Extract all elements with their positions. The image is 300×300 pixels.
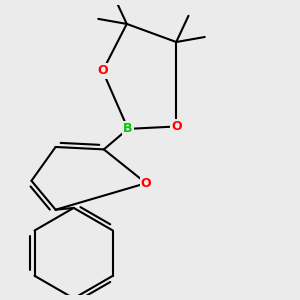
Text: O: O [171,120,181,133]
Text: B: B [123,122,133,135]
Text: O: O [97,64,108,77]
Text: O: O [141,177,152,190]
